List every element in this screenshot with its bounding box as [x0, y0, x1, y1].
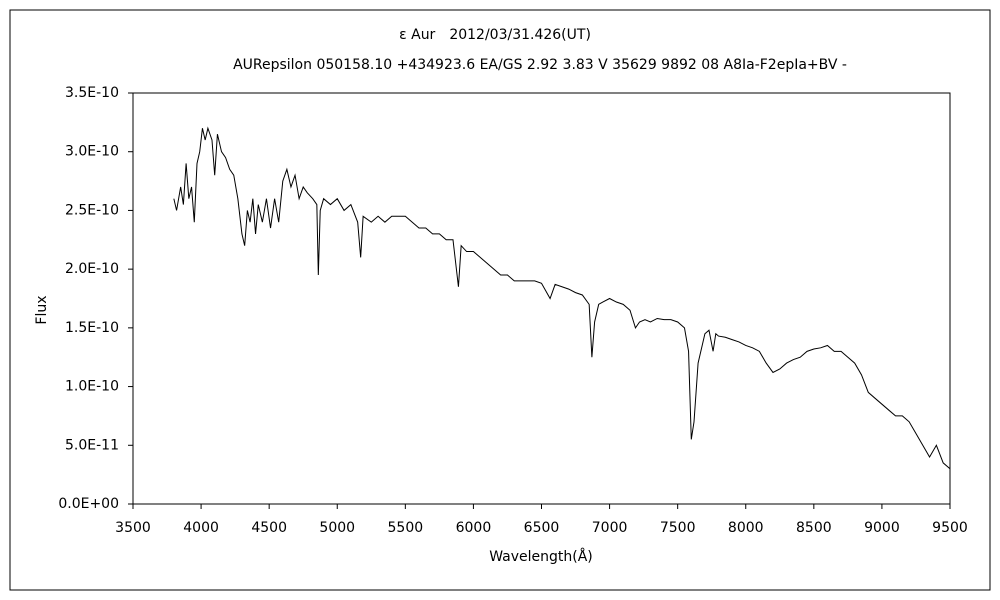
- x-tick-label: 6500: [524, 520, 560, 536]
- x-tick-label: 8500: [796, 520, 832, 536]
- chart-border: [9, 9, 991, 591]
- y-tick-label: 3.5E-10: [65, 85, 119, 101]
- x-tick-label: 7500: [660, 520, 696, 536]
- x-tick-label: 5000: [319, 520, 355, 536]
- y-tick-label: 3.0E-10: [65, 144, 119, 160]
- chart-title: ε Aur 2012/03/31.426(UT): [399, 27, 591, 43]
- x-axis-label: Wavelength(Å): [489, 548, 593, 565]
- y-axis-label: Flux: [34, 295, 50, 324]
- x-tick-label: 9500: [932, 520, 968, 536]
- y-tick-label: 2.0E-10: [65, 261, 119, 277]
- x-tick-label: 4000: [183, 520, 219, 536]
- y-tick-label: 0.0E+00: [58, 496, 119, 512]
- y-tick-label: 1.5E-10: [65, 320, 119, 336]
- x-tick-label: 6000: [456, 520, 492, 536]
- x-tick-label: 8000: [728, 520, 764, 536]
- spectrum-line: [173, 126, 951, 470]
- y-tick-label: 5.0E-11: [65, 437, 119, 453]
- chart-subtitle: AURepsilon 050158.10 +434923.6 EA/GS 2.9…: [233, 57, 847, 73]
- x-tick-label: 4500: [251, 520, 287, 536]
- x-tick-label: 3500: [115, 520, 151, 536]
- x-tick-label: 9000: [864, 520, 900, 536]
- x-tick-label: 7000: [592, 520, 628, 536]
- x-tick-label: 5500: [388, 520, 424, 536]
- y-tick-label: 1.0E-10: [65, 379, 119, 395]
- y-tick-label: 2.5E-10: [65, 202, 119, 218]
